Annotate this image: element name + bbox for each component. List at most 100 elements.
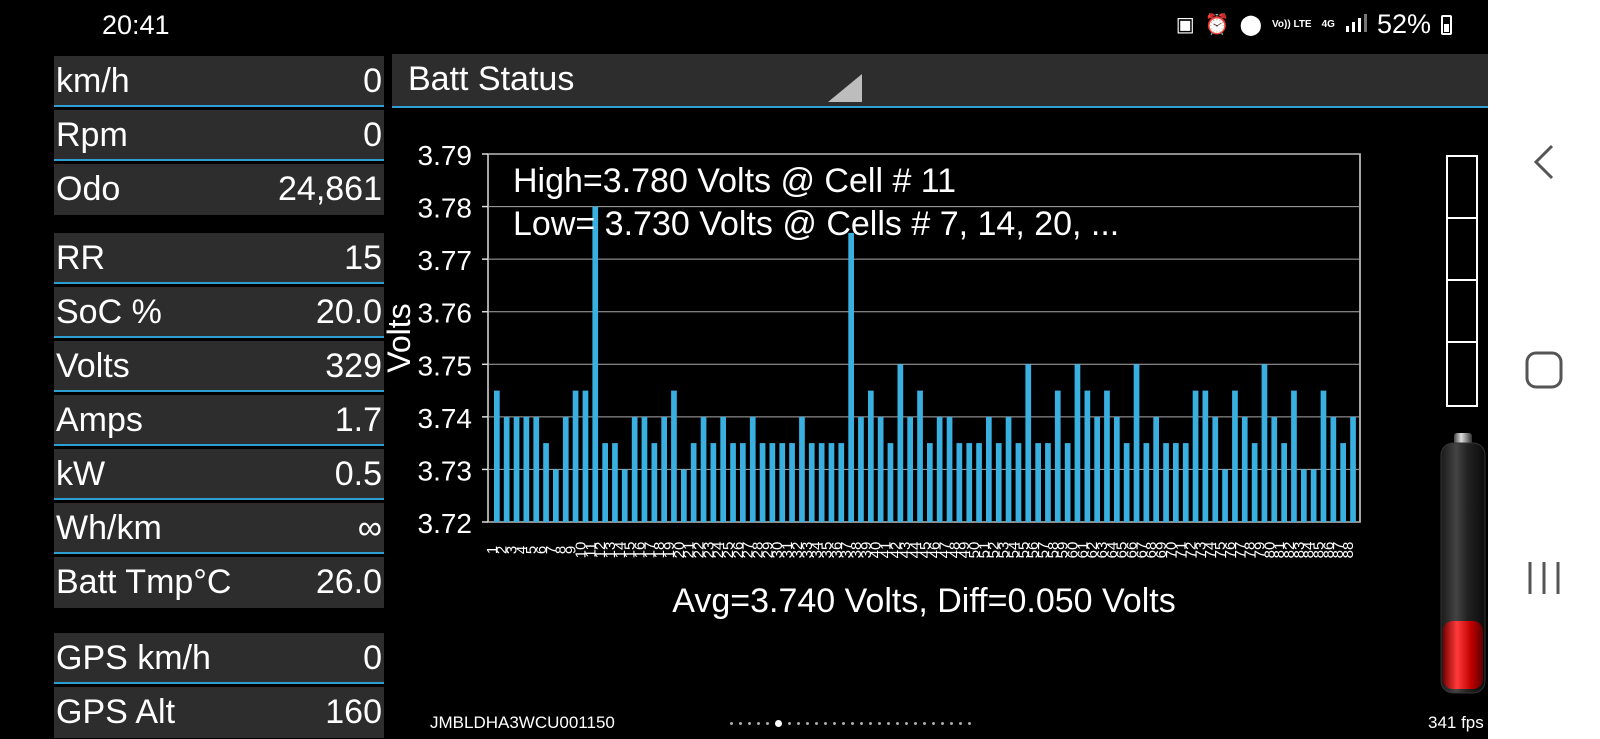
page-dot[interactable] — [950, 722, 953, 725]
x-tick-label: 9 — [563, 546, 580, 554]
x-tick-label: 11 — [582, 542, 599, 558]
chart-bar — [533, 416, 540, 522]
x-tick-label: 59 — [1055, 542, 1072, 559]
x-tick-label: 74 — [1202, 542, 1219, 559]
x-tick-label: 82 — [1281, 542, 1298, 559]
reading-label: Wh/km — [56, 509, 162, 547]
chart-bar — [858, 416, 864, 522]
chart-footer-stats: Avg=3.740 Volts, Diff=0.050 Volts — [672, 582, 1175, 620]
x-tick-label: 43 — [897, 542, 914, 559]
page-dot[interactable] — [860, 722, 863, 725]
back-icon[interactable] — [1518, 136, 1570, 188]
reading-amps[interactable]: Amps 1.7 — [54, 395, 384, 446]
page-dot[interactable] — [824, 722, 827, 725]
x-tick-label: 64 — [1104, 542, 1121, 559]
page-dot[interactable] — [815, 722, 818, 725]
status-bar: 20:41 ▣ ⏰ ⬤ Vo)) LTE 4G 52% — [0, 0, 1488, 54]
page-dot[interactable] — [833, 722, 836, 725]
x-tick-label: 15 — [622, 542, 639, 559]
page-dot[interactable] — [878, 722, 881, 725]
page-dot[interactable] — [748, 722, 751, 725]
page-dot[interactable] — [905, 722, 908, 725]
reading-kw[interactable]: kW 0.5 — [54, 449, 384, 500]
x-tick-label: 65 — [1114, 542, 1131, 559]
x-tick-label: 40 — [868, 542, 885, 559]
chart-bar — [1143, 443, 1150, 522]
chart-bar — [1104, 390, 1110, 522]
chart-bar — [1054, 390, 1061, 522]
chart-bar — [808, 443, 815, 522]
x-tick-label: 72 — [1183, 542, 1200, 559]
page-dot[interactable] — [914, 722, 917, 725]
page-dot[interactable] — [797, 722, 800, 725]
page-dot[interactable] — [739, 722, 742, 725]
page-dot[interactable] — [842, 722, 845, 725]
x-tick-label: 54 — [1005, 542, 1022, 559]
chart-bar — [887, 443, 894, 522]
chart-bar — [1212, 416, 1219, 522]
x-tick-label: 21 — [681, 542, 698, 559]
home-icon[interactable] — [1518, 344, 1570, 396]
chart-bar — [1291, 390, 1297, 522]
chart-bar — [523, 416, 530, 522]
page-dot[interactable] — [766, 722, 769, 725]
x-tick-label: 46 — [927, 542, 944, 559]
dropdown-arrow-icon[interactable] — [828, 74, 862, 102]
x-tick-label: 24 — [710, 542, 727, 559]
y-tick-label: 3.75 — [418, 350, 473, 381]
screen-selector[interactable]: Batt Status — [392, 54, 1488, 108]
page-dot[interactable] — [757, 722, 760, 725]
page-dot[interactable] — [923, 722, 926, 725]
reading-label: Rpm — [56, 116, 128, 154]
page-dot[interactable] — [851, 722, 854, 725]
page-dot[interactable] — [806, 722, 809, 725]
reading-odo[interactable]: Odo 24,861 — [54, 164, 384, 215]
reading-label: Odo — [56, 170, 121, 208]
x-tick-label: 10 — [572, 542, 589, 559]
page-dot[interactable] — [968, 722, 971, 725]
clock: 20:41 — [102, 10, 170, 40]
page-dot[interactable] — [730, 722, 733, 725]
page-dot[interactable] — [941, 722, 944, 725]
chart-bar — [1271, 416, 1278, 522]
x-tick-label: 70 — [1163, 542, 1180, 559]
page-dot[interactable] — [959, 722, 962, 725]
chart-bar — [956, 443, 963, 522]
page-dot[interactable] — [932, 722, 935, 725]
reading-batt-temp[interactable]: Batt Tmp°C 26.0 — [54, 557, 384, 608]
reading-gps-alt[interactable]: GPS Alt 160 — [54, 687, 384, 738]
chart-bar — [621, 469, 628, 522]
chart-bar — [1114, 416, 1120, 522]
page-dot[interactable] — [887, 722, 890, 725]
chart-bar — [927, 443, 933, 522]
reading-soc[interactable]: SoC % 20.0 — [54, 287, 384, 338]
reading-rpm[interactable]: Rpm 0 — [54, 110, 384, 161]
reading-gps-speed[interactable]: GPS km/h 0 — [54, 633, 384, 684]
4g-icon: 4G — [1321, 18, 1335, 30]
reading-label: RR — [56, 239, 106, 277]
chart-bar — [1222, 469, 1228, 522]
recents-icon[interactable] — [1518, 552, 1570, 604]
x-tick-label: 47 — [937, 542, 954, 559]
reading-volts[interactable]: Volts 329 — [54, 341, 384, 392]
page-dot[interactable] — [775, 720, 782, 727]
reading-value: 0 — [363, 639, 382, 677]
chart-bar — [995, 443, 1002, 522]
chart-bar — [1202, 390, 1209, 522]
reading-whkm[interactable]: Wh/km ∞ — [54, 503, 384, 554]
page-dot[interactable] — [869, 722, 872, 725]
page-indicator[interactable] — [730, 720, 971, 727]
x-tick-label: 13 — [602, 542, 619, 559]
reading-rr[interactable]: RR 15 — [54, 233, 384, 284]
cell-voltage-chart: 3.793.783.773.763.753.743.733.72Volts123… — [381, 140, 1361, 620]
x-tick-label: 55 — [1015, 542, 1032, 559]
reading-kmh[interactable]: km/h 0 — [54, 56, 384, 107]
chart-bar — [1301, 469, 1307, 522]
x-tick-label: 19 — [661, 542, 678, 559]
x-tick-label: 17 — [641, 542, 658, 559]
page-dot[interactable] — [788, 722, 791, 725]
chart-bar — [1340, 443, 1346, 522]
x-tick-label: 60 — [1065, 542, 1082, 559]
page-dot[interactable] — [896, 722, 899, 725]
x-tick-label: 5 — [523, 546, 540, 554]
